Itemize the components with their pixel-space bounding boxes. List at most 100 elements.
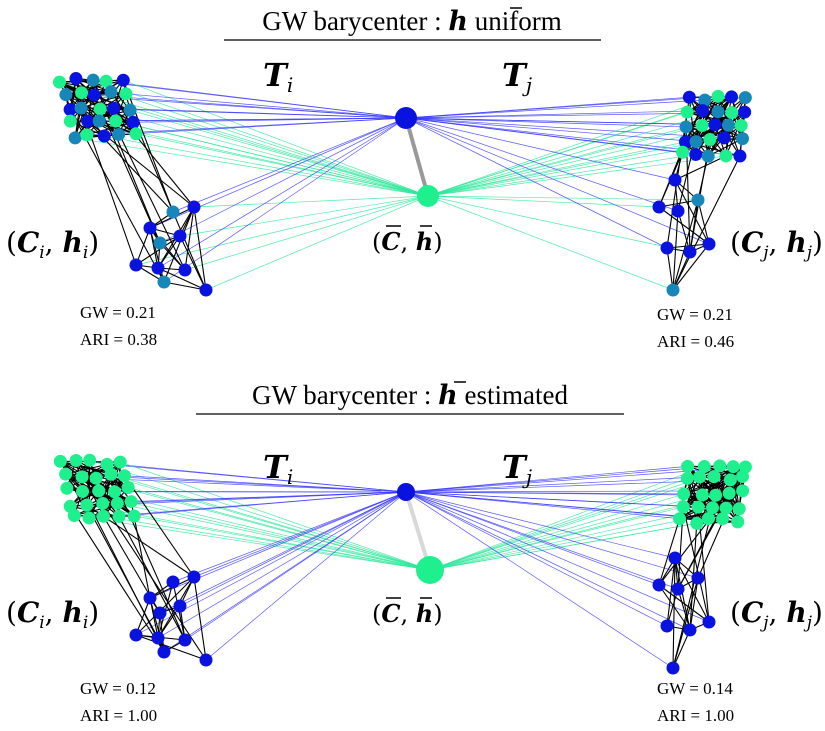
transport-line bbox=[405, 491, 676, 559]
transport-line bbox=[131, 491, 407, 502]
graph-node bbox=[75, 470, 89, 484]
gw-score-left: GW = 0.21 bbox=[80, 303, 156, 322]
graph-edge bbox=[689, 577, 699, 631]
transport-line bbox=[123, 79, 429, 197]
graph-node bbox=[736, 484, 750, 498]
graph-node bbox=[199, 653, 213, 667]
graph-node bbox=[116, 73, 130, 87]
graph-edge bbox=[135, 227, 151, 266]
graph-node bbox=[166, 205, 180, 219]
graph-node bbox=[677, 487, 691, 501]
transport-line bbox=[159, 491, 407, 614]
graph-node bbox=[691, 571, 705, 585]
transport-line bbox=[125, 93, 407, 119]
graph-node bbox=[711, 105, 725, 119]
transport-line bbox=[429, 518, 723, 571]
graph-node bbox=[733, 149, 747, 163]
graph-node bbox=[668, 551, 682, 565]
graph-node bbox=[736, 470, 750, 484]
transport-line bbox=[163, 491, 407, 653]
graph-edge bbox=[672, 199, 699, 291]
graph-node bbox=[157, 275, 171, 289]
graph-edge bbox=[658, 206, 710, 245]
graph-node bbox=[691, 500, 705, 514]
graph-nodes bbox=[53, 453, 752, 675]
transport-line bbox=[405, 117, 710, 245]
graph-node bbox=[719, 149, 733, 163]
graph-node bbox=[735, 132, 749, 146]
graph-node bbox=[721, 118, 735, 132]
graph-node bbox=[187, 570, 201, 584]
transport-line bbox=[427, 195, 660, 208]
graph-node bbox=[690, 516, 704, 530]
graph-node bbox=[74, 101, 88, 115]
barycenter-graph bbox=[397, 483, 444, 584]
graph-node bbox=[89, 471, 103, 485]
graph-node bbox=[153, 236, 167, 250]
transport-line bbox=[110, 91, 429, 197]
transport-line bbox=[124, 475, 407, 493]
graph-node bbox=[129, 628, 143, 642]
graph-node bbox=[702, 237, 716, 251]
transport-line bbox=[427, 111, 688, 197]
barycenter-node bbox=[395, 107, 417, 129]
graph-node bbox=[689, 147, 703, 161]
transport-line bbox=[133, 117, 407, 123]
barycenter-label: (C, h) bbox=[372, 599, 443, 628]
graph-node bbox=[69, 72, 83, 86]
transport-line bbox=[179, 491, 407, 607]
graph-edge bbox=[86, 504, 159, 639]
graph-node bbox=[726, 460, 740, 474]
graph-edge bbox=[666, 247, 674, 291]
barycenter-node bbox=[417, 185, 439, 207]
graph-node bbox=[178, 263, 192, 277]
panel-uniform: GW barycenter : h uniform Ti Tj (Ci, hi)… bbox=[6, 6, 823, 351]
transport-line bbox=[405, 112, 732, 119]
graph-node bbox=[87, 88, 101, 102]
graph-node bbox=[703, 133, 717, 147]
graph-node bbox=[127, 509, 141, 523]
graph-edge bbox=[682, 506, 710, 623]
graph-node bbox=[151, 261, 165, 275]
transport-line bbox=[96, 477, 407, 493]
transport-line bbox=[193, 195, 429, 208]
graph-edge bbox=[113, 108, 195, 208]
graph-node bbox=[691, 193, 705, 207]
graph-node bbox=[680, 471, 694, 485]
graph-node bbox=[199, 283, 213, 297]
graph-node bbox=[705, 501, 719, 515]
transport-line bbox=[120, 461, 431, 571]
graph-edge bbox=[674, 557, 691, 631]
graph-edge bbox=[672, 629, 691, 669]
transport-line bbox=[128, 487, 431, 571]
graph-node bbox=[82, 511, 96, 525]
graph-node bbox=[716, 512, 730, 526]
graph-edge bbox=[674, 155, 727, 181]
transport-line bbox=[159, 117, 407, 244]
transport-line bbox=[429, 507, 713, 571]
graph-node bbox=[187, 200, 201, 214]
graph-edge bbox=[193, 206, 207, 291]
graph-node bbox=[682, 90, 696, 104]
graph-node bbox=[63, 114, 77, 128]
graph-edge bbox=[672, 155, 741, 291]
graph-edge bbox=[82, 491, 165, 653]
transport-line bbox=[429, 466, 734, 571]
graph-node bbox=[76, 484, 90, 498]
graph-edge bbox=[697, 199, 710, 245]
graph-node bbox=[173, 229, 187, 243]
transport-label-right: Tj bbox=[502, 448, 532, 489]
transport-line bbox=[93, 79, 429, 197]
graph-edge bbox=[658, 584, 710, 623]
barycenter-label: (C, h) bbox=[372, 227, 443, 256]
transport-line bbox=[113, 108, 407, 119]
gw-score-right: GW = 0.14 bbox=[657, 679, 733, 698]
panel-title: GW barycenter : h estimated bbox=[252, 380, 569, 411]
graph-node bbox=[671, 582, 685, 596]
graph-node bbox=[92, 484, 106, 498]
transport-line bbox=[405, 491, 691, 631]
transport-line bbox=[405, 117, 679, 212]
graph-node bbox=[166, 575, 180, 589]
transport-line bbox=[205, 195, 429, 291]
graph-node bbox=[100, 457, 114, 471]
